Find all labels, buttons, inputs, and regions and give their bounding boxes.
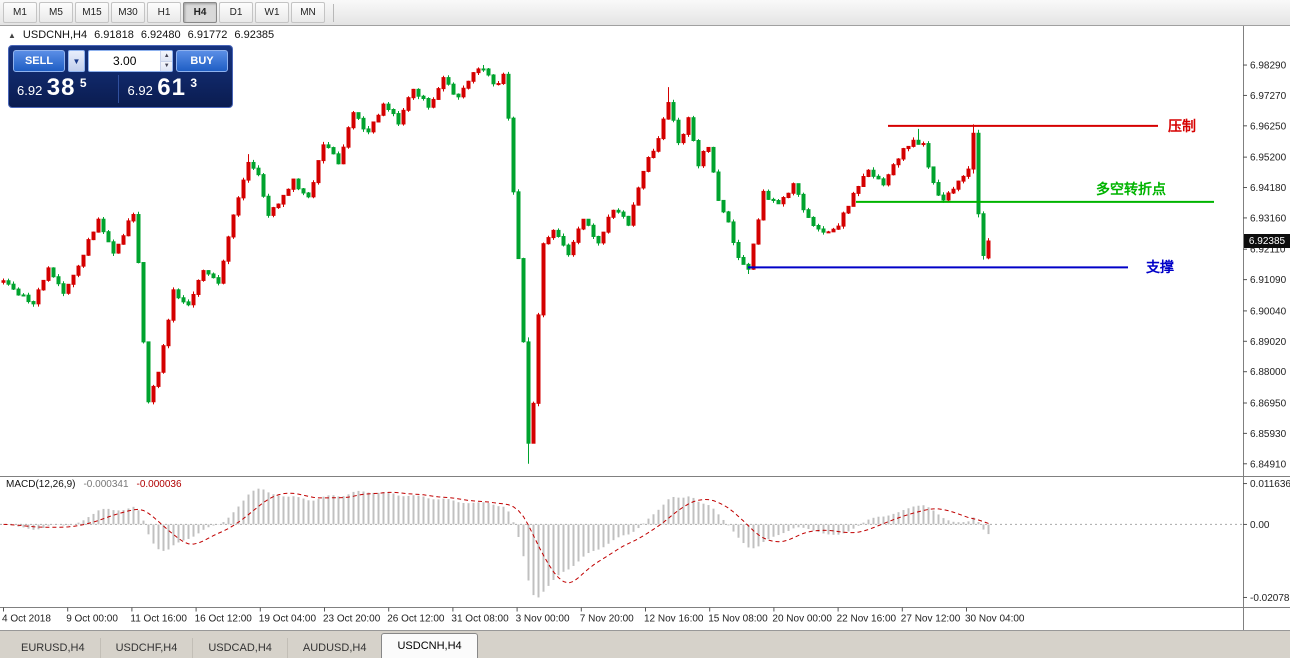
- price-axis-label: 6.97270: [1250, 91, 1287, 102]
- timeframe-button-m5[interactable]: M5: [39, 2, 73, 23]
- price-axis-label: 6.91090: [1250, 275, 1287, 286]
- collapse-trade-panel-icon[interactable]: ▲: [8, 30, 16, 40]
- candles: [1, 65, 991, 464]
- sell-price-prefix: 6.92: [17, 83, 43, 98]
- ohlc-high: 6.92480: [140, 29, 181, 41]
- price-axis-label: 6.98290: [1250, 61, 1287, 72]
- time-axis-label: 4 Oct 2018: [2, 614, 51, 625]
- time-axis-label: 12 Nov 16:00: [644, 614, 704, 625]
- buy-price-prefix: 6.92: [127, 83, 153, 98]
- volume-dropdown-icon: ▼: [72, 56, 81, 66]
- price-axis-label: 6.84910: [1250, 459, 1287, 470]
- current-price-badge: 6.92385: [1244, 234, 1290, 249]
- macd-signal-value: -0.000036: [136, 479, 182, 490]
- time-axis-label: 3 Nov 00:00: [516, 614, 570, 625]
- axes: 6.98290 6.97270 6.96250 6.95200 6.94180 6.931…: [0, 26, 1290, 630]
- chart-title: ▲ USDCNH,H4 6.91818 6.92480 6.91772 6.92…: [8, 29, 274, 41]
- macd-main-value: -0.000341: [83, 479, 129, 490]
- price-axis-label: 6.92110: [1250, 245, 1286, 256]
- volume-spinner: ▲ ▼: [160, 51, 172, 71]
- price-axis-label: 6.88000: [1250, 367, 1287, 378]
- chart-tab-audusd[interactable]: AUDUSD,H4: [288, 638, 383, 658]
- one-click-trading-panel: SELL ▼ ▲ ▼ BUY 6.92 38 5: [8, 45, 233, 108]
- sell-button[interactable]: SELL: [13, 50, 65, 72]
- timeframe-button-w1[interactable]: W1: [255, 2, 289, 23]
- chart-tab-usdcad[interactable]: USDCAD,H4: [193, 638, 288, 658]
- macd-signal-line: [3, 491, 989, 584]
- price-axis-label: 6.94180: [1250, 183, 1287, 194]
- pivot-label[interactable]: 多空转折点: [1096, 181, 1166, 198]
- time-axis-label: 19 Oct 04:00: [259, 614, 317, 625]
- timeframe-button-mn[interactable]: MN: [291, 2, 325, 23]
- buy-price-main: 61: [157, 74, 186, 101]
- buy-button[interactable]: BUY: [176, 50, 228, 72]
- price-axis-label: 6.96250: [1250, 121, 1287, 132]
- time-axis-label: 30 Nov 04:00: [965, 614, 1025, 625]
- chart-window: 6.98290 6.97270 6.96250 6.95200 6.94180 6.931…: [0, 26, 1290, 630]
- volume-input[interactable]: [89, 51, 161, 71]
- volume-dropdown-button[interactable]: ▼: [68, 50, 85, 72]
- sell-price[interactable]: 6.92 38 5: [13, 75, 118, 103]
- price-axis-label: 6.85930: [1250, 429, 1287, 440]
- sell-price-main: 38: [46, 74, 76, 101]
- macd-axis-label: 0.011636: [1250, 479, 1290, 490]
- ohlc-close: 6.92385: [234, 29, 275, 41]
- time-axis-label: 22 Nov 16:00: [837, 614, 897, 625]
- price-axis-label: 6.86950: [1250, 398, 1287, 409]
- price-axis-label: 6.89020: [1250, 337, 1287, 348]
- macd-axis-label: 0.00: [1250, 520, 1270, 531]
- trend-levels: [748, 124, 1214, 269]
- chart-tab-usdcnh[interactable]: USDCNH,H4: [381, 633, 478, 658]
- ohlc-open: 6.91818: [94, 29, 134, 41]
- price-axis-label: 6.90040: [1250, 306, 1287, 317]
- volume-box: ▲ ▼: [88, 50, 173, 72]
- toolbar-separator: [333, 3, 334, 22]
- time-axis-label: 31 Oct 08:00: [451, 614, 509, 625]
- time-axis-label: 26 Oct 12:00: [387, 614, 445, 625]
- macd-name: MACD(12,26,9): [6, 479, 76, 490]
- timeframe-button-m1[interactable]: M1: [3, 2, 37, 23]
- timeframe-button-h4[interactable]: H4: [183, 2, 217, 23]
- macd-label: MACD(12,26,9) -0.000341 -0.000036: [6, 479, 182, 490]
- volume-decrease-button[interactable]: ▼: [161, 61, 172, 71]
- volume-increase-button[interactable]: ▲: [161, 51, 172, 62]
- ohlc-low: 6.91772: [187, 29, 228, 41]
- candlestick-chart[interactable]: 6.98290 6.97270 6.96250 6.95200 6.94180 6.931…: [0, 26, 1290, 630]
- volume-up-icon: ▲: [163, 52, 170, 59]
- support-label[interactable]: 支撑: [1146, 260, 1174, 277]
- time-axis-label: 7 Nov 20:00: [580, 614, 634, 625]
- price-axis-label: 6.95200: [1250, 153, 1287, 164]
- time-axis-label: 15 Nov 08:00: [708, 614, 768, 625]
- time-axis-label: 9 Oct 00:00: [66, 614, 118, 625]
- timeframe-button-h1[interactable]: H1: [147, 2, 181, 23]
- chart-symbol-period: USDCNH,H4: [22, 29, 88, 41]
- time-axis-label: 16 Oct 12:00: [195, 614, 253, 625]
- sell-price-sup: 5: [79, 76, 87, 90]
- time-axis-label: 23 Oct 20:00: [323, 614, 381, 625]
- timeframe-button-m15[interactable]: M15: [75, 2, 109, 23]
- chart-tabs-bar: EURUSD,H4 USDCHF,H4 USDCAD,H4 AUDUSD,H4 USDC…: [0, 630, 1290, 658]
- chart-tab-usdchf[interactable]: USDCHF,H4: [101, 638, 194, 658]
- macd-histogram: [0, 488, 1243, 598]
- time-axis-label: 27 Nov 12:00: [901, 614, 961, 625]
- timeframe-button-m30[interactable]: M30: [111, 2, 145, 23]
- time-axis-label: 11 Oct 16:00: [130, 614, 187, 625]
- resistance-label[interactable]: 压制: [1168, 118, 1196, 135]
- macd-axis-label: -0.020788: [1250, 593, 1290, 604]
- timeframe-button-d1[interactable]: D1: [219, 2, 253, 23]
- buy-price-sup: 3: [190, 76, 198, 90]
- buy-price[interactable]: 6.92 61 3: [117, 74, 229, 103]
- price-axis-label: 6.93160: [1250, 213, 1287, 224]
- chart-tab-eurusd[interactable]: EURUSD,H4: [6, 638, 101, 658]
- volume-down-icon: ▼: [163, 63, 170, 70]
- time-axis-label: 20 Nov 00:00: [772, 614, 832, 625]
- timeframe-toolbar: M1 M5 M15 M30 H1 H4 D1 W1 MN: [0, 0, 1290, 26]
